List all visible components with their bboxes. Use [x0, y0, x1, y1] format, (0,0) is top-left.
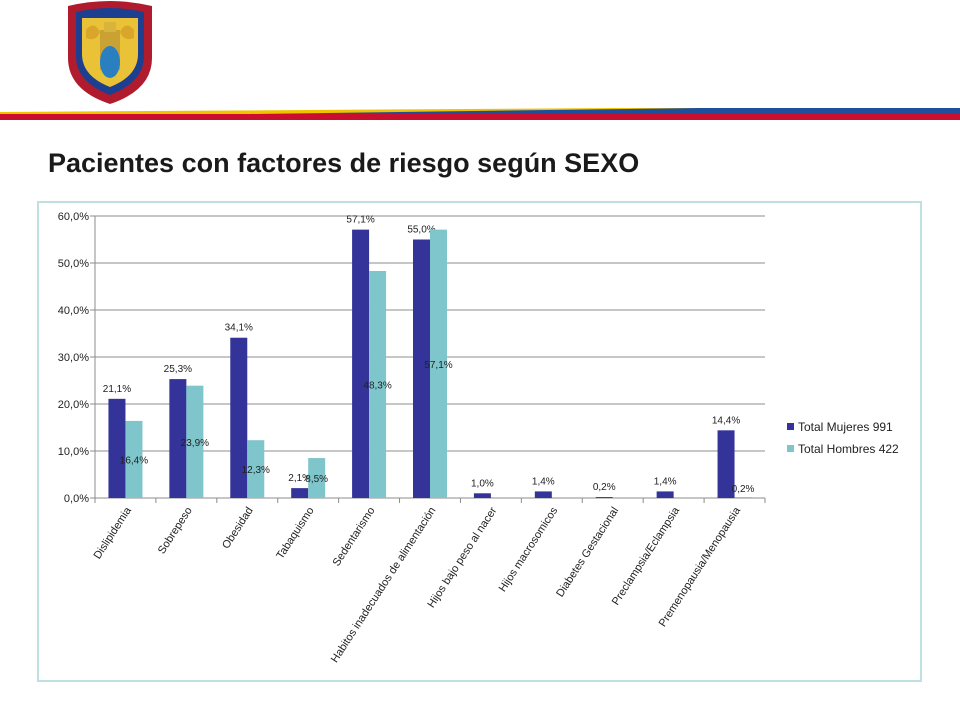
x-category-label: Sedentarismo [331, 505, 378, 568]
data-label-hombres: 8,5% [305, 474, 328, 485]
data-label-mujeres: 55,0% [407, 225, 435, 236]
data-label-mujeres: 2,1% [288, 473, 311, 484]
x-category-label: Sobrepeso [156, 505, 195, 556]
chart-frame: 0,0% 10,0% 20,0% 30,0% 40,0% 50,0% 60,0% 21,1% 1… [37, 201, 922, 682]
y-tick-label: 40,0% [58, 305, 89, 317]
bar-hombres [430, 229, 447, 498]
bar-mujeres [473, 493, 491, 498]
x-category-label: Habitos inadecuados de alimentación [329, 505, 439, 665]
data-label-mujeres: 34,1% [225, 323, 253, 334]
bar-mujeres [595, 497, 613, 498]
data-label-mujeres: 57,1% [346, 215, 374, 226]
y-tick-label: 30,0% [58, 352, 89, 364]
data-label-hombres: 57,1% [424, 360, 452, 371]
bar-hombres [369, 270, 387, 498]
y-tick-label: 0,0% [64, 493, 89, 505]
data-label-mujeres: 1,0% [471, 478, 494, 489]
bar-mujeres [717, 430, 735, 498]
y-tick-label: 20,0% [58, 399, 89, 411]
stripe-red [0, 114, 960, 120]
data-label-hombres: 0,2% [732, 484, 755, 495]
bar-hombres [125, 420, 143, 498]
bar-mujeres [352, 229, 370, 498]
data-label-hombres: 48,3% [363, 380, 391, 391]
y-tick-label: 10,0% [58, 446, 89, 458]
bar-mujeres [534, 491, 552, 498]
legend-swatch [787, 445, 794, 452]
x-category-label: Preclampsia/Eclampsia [610, 504, 683, 607]
x-category-label: Dislipidemia [92, 504, 135, 561]
bar-chart: 0,0% 10,0% 20,0% 30,0% 40,0% 50,0% 60,0% 21,1% 1… [58, 211, 899, 665]
y-tick-label: 50,0% [58, 258, 89, 270]
data-label-mujeres: 1,4% [654, 476, 677, 487]
x-category-label: Tabaquismo [274, 505, 316, 561]
legend-label: Total Hombres 422 [798, 442, 899, 456]
data-label-mujeres: 0,2% [593, 482, 616, 493]
x-category-label: Hijos bajo peso al nacer [425, 505, 499, 610]
x-category-label: Diabetes Gestacional [554, 505, 621, 599]
data-label-mujeres: 21,1% [103, 384, 131, 395]
data-label-mujeres: 14,4% [712, 415, 740, 426]
bar-mujeres [656, 491, 674, 498]
data-label-hombres: 23,9% [181, 438, 209, 449]
bar-hombres [186, 385, 204, 498]
data-label-hombres: 16,4% [120, 455, 148, 466]
data-label-hombres: 12,3% [242, 465, 270, 476]
legend-label: Total Mujeres 991 [798, 420, 893, 434]
coat-of-arms-logo [68, 1, 152, 104]
bar-mujeres [169, 379, 187, 498]
flag-stripe [0, 108, 960, 120]
legend-swatch [787, 423, 794, 430]
data-label-mujeres: 1,4% [532, 476, 555, 487]
stripe-blue [250, 108, 960, 114]
bar-hombres [734, 497, 752, 498]
x-category-label: Obesidad [220, 505, 256, 551]
bar-hombres [308, 458, 326, 498]
bar-mujeres [230, 337, 248, 498]
x-category-label: Hijos macrosomicos [497, 505, 561, 594]
bar-mujeres [108, 398, 126, 498]
bar-hombres [247, 440, 265, 498]
bar-mujeres [291, 488, 309, 498]
data-label-mujeres: 25,3% [164, 364, 192, 375]
slide-title: Pacientes con factores de riesgo según S… [48, 148, 640, 178]
y-tick-label: 60,0% [58, 211, 89, 223]
bar-mujeres [413, 239, 430, 498]
